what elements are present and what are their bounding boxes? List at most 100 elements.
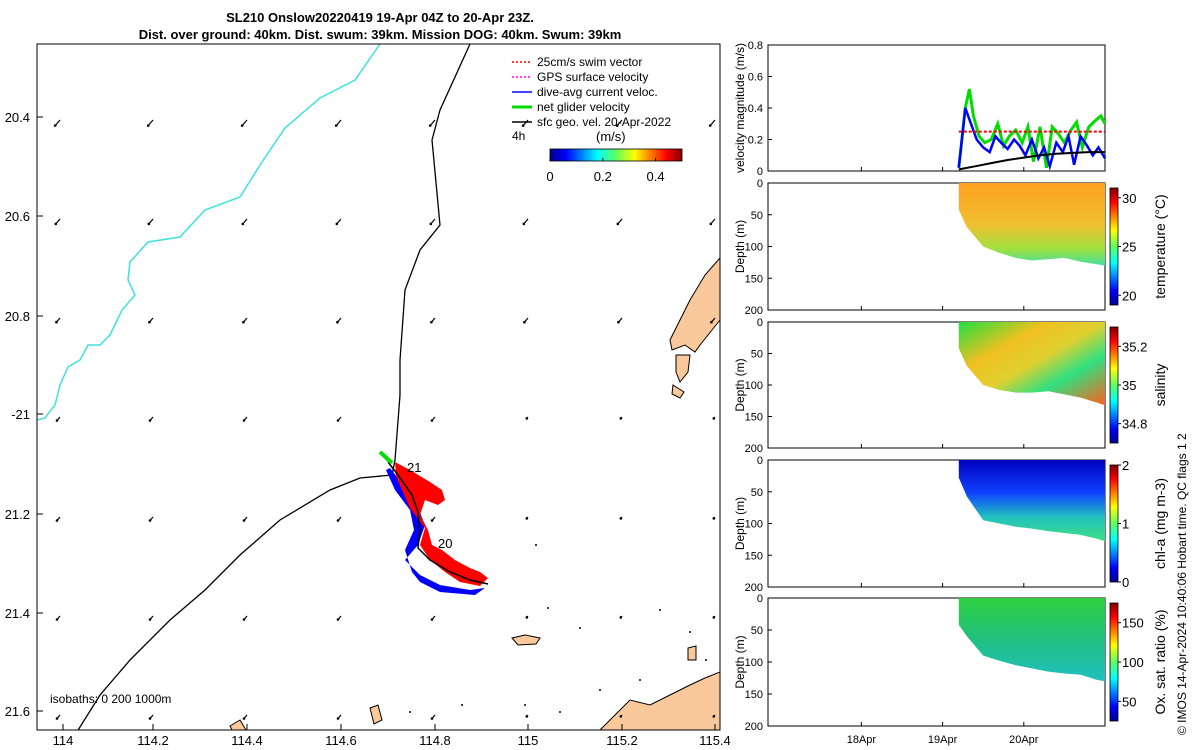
map-ytick-label: 20.8 — [5, 309, 30, 324]
map-ytick-label: -21 — [11, 407, 30, 422]
colorbar-tick-label: 30 — [1122, 191, 1136, 206]
map-xtick-label: 114.6 — [325, 733, 357, 748]
reef-dots — [409, 544, 707, 713]
surface-velocity-arrow — [619, 714, 623, 718]
surface-velocity-arrow — [708, 119, 716, 127]
land-island-e — [687, 645, 697, 661]
map-ytick-label: 20.6 — [5, 209, 30, 224]
profile-colorbar — [1109, 187, 1119, 306]
surface-velocity-arrow — [336, 317, 342, 324]
surface-velocity-arrow — [242, 317, 248, 324]
map-ytick-label: 21.6 — [5, 704, 30, 719]
surface-velocity-arrow — [241, 218, 248, 226]
date-tick-label: 18Apr — [847, 734, 877, 746]
colorbar-tick-label: 100 — [1122, 655, 1144, 670]
surface-velocity-arrow — [525, 714, 529, 718]
colorbar-tick-label: 0.2 — [594, 169, 612, 184]
isobaths-label: isobaths: 0 200 1000m — [50, 692, 171, 706]
colorbar-tick-label: 2 — [1122, 458, 1129, 473]
surface-velocity-arrow — [148, 317, 154, 324]
track-net-green — [378, 450, 394, 465]
colorbar-tick-label: 0 — [546, 169, 553, 184]
surface-velocity-arrow — [335, 218, 342, 226]
surface-velocity-arrow — [148, 615, 154, 621]
legend-label: sfc geo. vel. 20-Apr-2022 — [537, 115, 671, 129]
map-xtick-label: 114.8 — [419, 733, 451, 748]
legend-entry: 25cm/s swim vector — [512, 55, 642, 69]
land-island-tiny — [671, 384, 685, 399]
track-line — [387, 461, 489, 585]
profile-colorbar — [1109, 464, 1119, 583]
surface-velocity-arrow — [430, 317, 436, 324]
surface-velocity-arrow — [522, 218, 529, 226]
colorbar-tick-label: 0 — [1122, 575, 1129, 590]
colorbar-tick-label: 20 — [1122, 288, 1136, 303]
day-label-21: 21 — [407, 460, 421, 475]
surface-velocity-arrow — [55, 615, 61, 621]
velocity-series-line — [957, 107, 1107, 171]
land-island-small — [675, 354, 691, 383]
surface-velocity-arrow — [430, 615, 436, 621]
surface-velocity-arrow — [525, 416, 529, 420]
surface-velocity-arrow — [148, 516, 154, 522]
surface-velocity-arrow — [242, 516, 248, 522]
profile-colorbar — [1109, 602, 1119, 722]
colorbar-tick-label: 150 — [1122, 616, 1144, 631]
surface-velocity-arrow — [709, 218, 716, 226]
map-xtick-label: 114 — [53, 733, 74, 748]
surface-velocity-arrow — [712, 714, 716, 718]
surface-velocity-arrow — [148, 416, 154, 422]
surface-velocity-arrow — [242, 714, 248, 720]
profile-section — [958, 460, 1105, 542]
surface-velocity-arrow — [146, 119, 154, 127]
surface-velocity-arrow — [53, 119, 61, 127]
surface-velocity-arrow — [430, 714, 436, 720]
colorbar-label: Ox. sat. ratio (%) — [1152, 609, 1168, 714]
speed-colorbar — [549, 148, 683, 162]
surface-velocity-arrow — [712, 416, 716, 420]
velocity-series-line — [958, 151, 1105, 171]
surface-velocity-arrow — [240, 119, 248, 127]
colorbar-label: chl-a (mg m-3) — [1152, 478, 1168, 569]
map-ytick-label: 21.2 — [5, 507, 30, 522]
surface-velocity-arrow — [523, 317, 529, 324]
surface-velocity-arrow — [712, 516, 716, 520]
date-tick-label: 19Apr — [928, 734, 958, 746]
surface-velocity-arrow — [619, 416, 623, 420]
profile-colorbar — [1109, 326, 1119, 444]
legend-label: net glider velocity — [537, 100, 630, 114]
legend-entry: net glider velocity — [512, 100, 630, 114]
colorbar-tick-label: 35.2 — [1122, 339, 1147, 354]
chart-title: SL210 Onslow20220419 19-Apr 04Z to 20-Ap… — [226, 10, 534, 25]
legend-entry: sfc geo. vel. 20-Apr-2022 — [512, 115, 671, 129]
colorbar-title: (m/s) — [596, 129, 626, 144]
surface-velocity-arrow — [242, 615, 248, 621]
surface-velocity-arrow — [619, 615, 623, 619]
map-ytick-label: 21.4 — [5, 606, 30, 621]
day-label-20: 20 — [438, 536, 452, 551]
colorbar-tick-label: 35 — [1122, 378, 1136, 393]
track-swim-red — [395, 462, 488, 586]
profile-axes — [767, 459, 1106, 588]
surface-velocity-arrow — [55, 317, 61, 324]
time-scale-label: 4h — [512, 129, 525, 143]
land-island-south — [369, 704, 383, 725]
profile-section — [958, 322, 1105, 406]
surface-velocity-arrow — [430, 516, 436, 522]
map-xtick-label: 115.4 — [699, 733, 731, 748]
surface-velocity-arrow — [336, 714, 342, 720]
surface-velocity-arrow — [55, 714, 61, 720]
glider-track-map: 20.4 20.6 20.8 -21 21.2 21.4 21.6 114 114.2 114.… — [5, 43, 731, 748]
surface-velocity-arrow — [521, 119, 529, 127]
surface-velocity-arrow — [712, 615, 716, 619]
profile-section — [958, 183, 1105, 266]
coastline — [37, 44, 381, 421]
map-ytick-label: 20.4 — [5, 110, 30, 125]
surface-velocity-arrow — [619, 516, 623, 520]
colorbar-tick-label: 50 — [1122, 694, 1136, 709]
surface-velocity-arrow — [525, 615, 529, 619]
